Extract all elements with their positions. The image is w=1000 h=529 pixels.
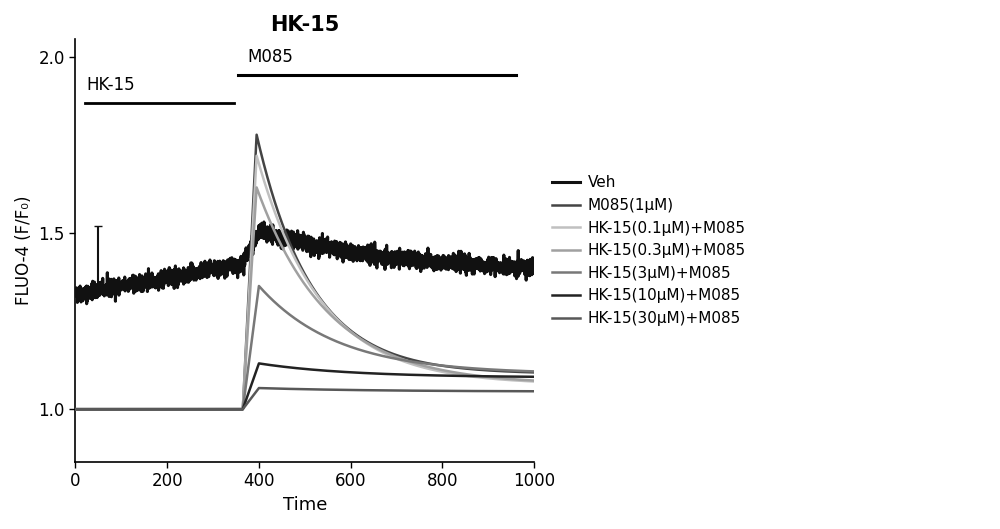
Y-axis label: FLUO-4 (F/F₀): FLUO-4 (F/F₀) bbox=[15, 196, 33, 305]
Text: HK-15: HK-15 bbox=[87, 76, 135, 94]
Text: M085: M085 bbox=[247, 48, 293, 66]
X-axis label: Time: Time bbox=[283, 496, 327, 514]
Title: HK-15: HK-15 bbox=[270, 15, 339, 35]
Legend: Veh, M085(1μM), HK-15(0.1μM)+M085, HK-15(0.3μM)+M085, HK-15(3μM)+M085, HK-15(10μ: Veh, M085(1μM), HK-15(0.1μM)+M085, HK-15… bbox=[546, 169, 752, 332]
